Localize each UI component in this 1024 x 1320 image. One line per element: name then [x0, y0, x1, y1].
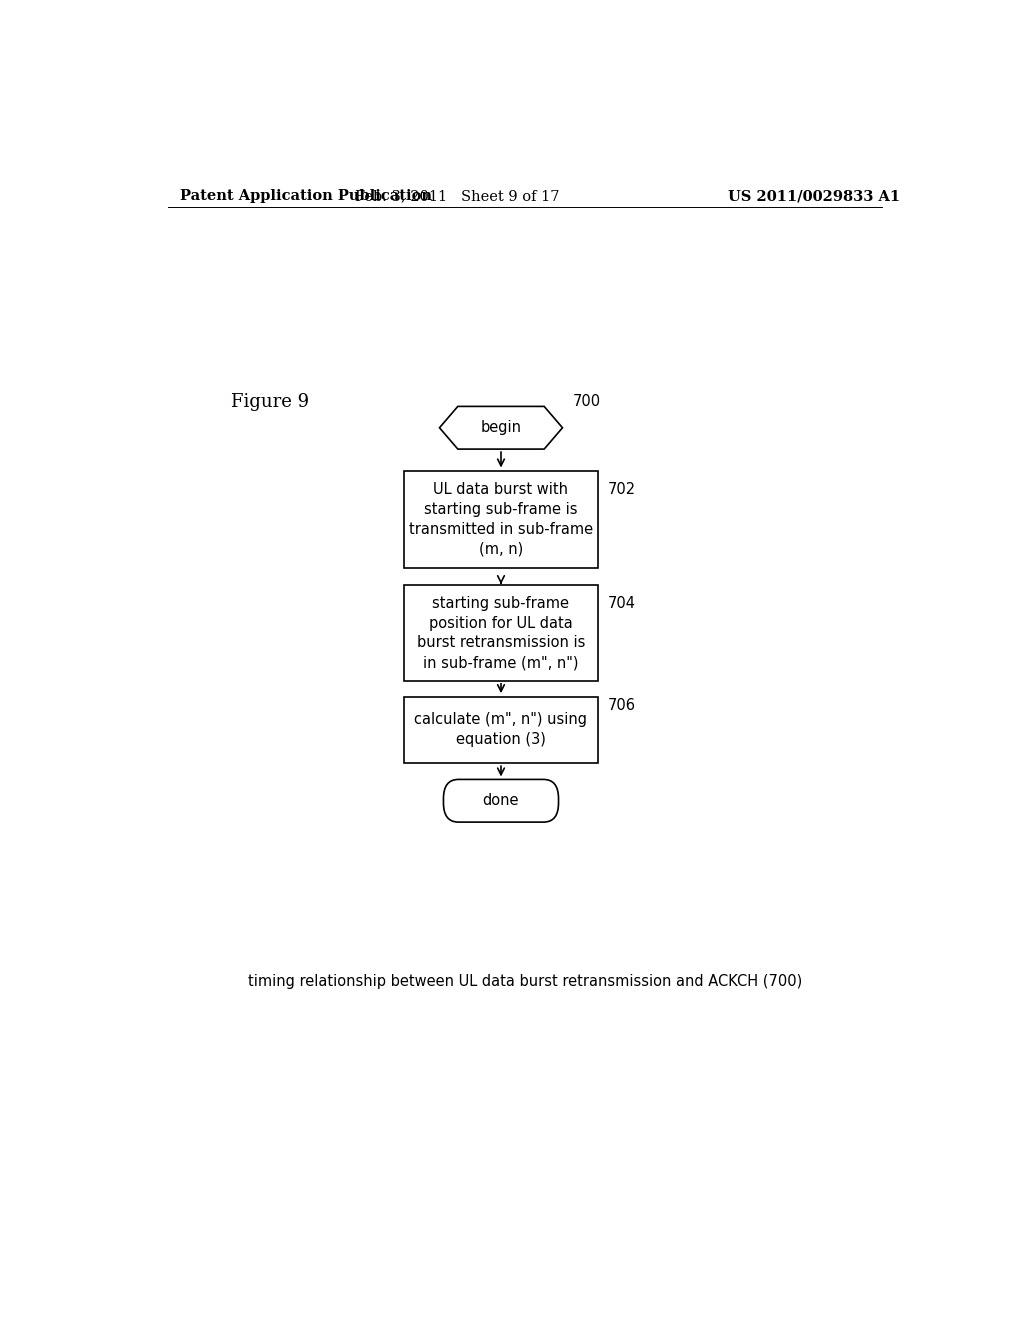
FancyBboxPatch shape	[443, 779, 558, 822]
Text: timing relationship between UL data burst retransmission and ACKCH (700): timing relationship between UL data burs…	[248, 974, 802, 989]
Text: UL data burst with
starting sub-frame is
transmitted in sub-frame
(m, n): UL data burst with starting sub-frame is…	[409, 482, 593, 557]
Text: done: done	[482, 793, 519, 808]
Polygon shape	[439, 407, 562, 449]
Text: Feb. 3, 2011   Sheet 9 of 17: Feb. 3, 2011 Sheet 9 of 17	[355, 189, 559, 203]
Text: begin: begin	[480, 420, 521, 436]
Text: starting sub-frame
position for UL data
burst retransmission is
in sub-frame (m": starting sub-frame position for UL data …	[417, 595, 585, 671]
Text: 704: 704	[608, 595, 636, 611]
FancyBboxPatch shape	[403, 471, 598, 568]
Text: Patent Application Publication: Patent Application Publication	[179, 189, 431, 203]
FancyBboxPatch shape	[403, 697, 598, 763]
Text: US 2011/0029833 A1: US 2011/0029833 A1	[728, 189, 900, 203]
Text: 700: 700	[572, 395, 600, 409]
Text: 706: 706	[608, 698, 636, 713]
Text: Figure 9: Figure 9	[231, 393, 309, 412]
Text: 702: 702	[608, 482, 636, 496]
Text: calculate (m", n") using
equation (3): calculate (m", n") using equation (3)	[415, 713, 588, 747]
FancyBboxPatch shape	[403, 585, 598, 681]
